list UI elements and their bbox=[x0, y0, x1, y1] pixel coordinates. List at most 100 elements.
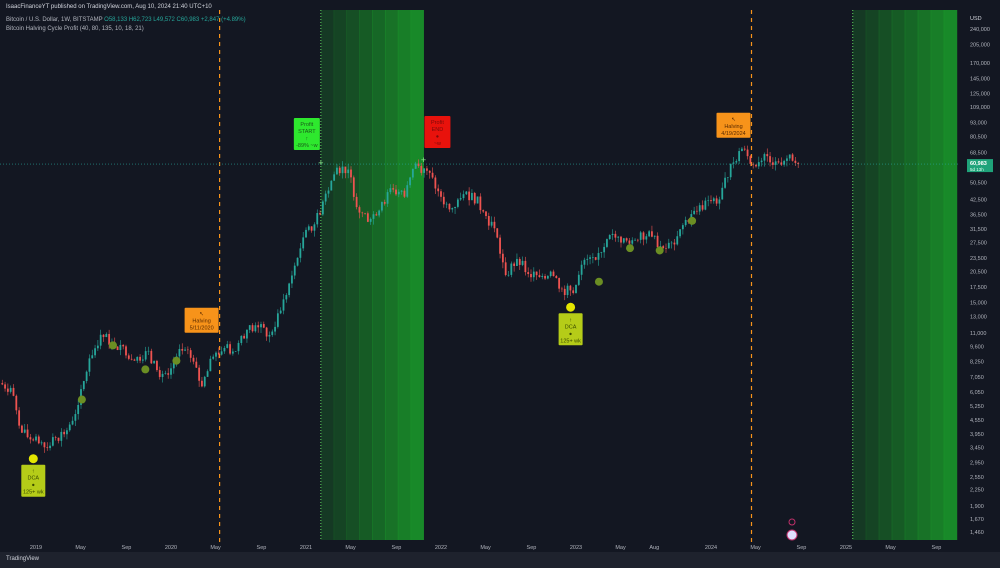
candle-body bbox=[420, 165, 423, 173]
candle-body bbox=[336, 167, 338, 175]
price-tick-label: 109,000 bbox=[970, 105, 990, 111]
symbol-name: Bitcoin / U.S. Dollar, 1W, BITSTAMP bbox=[6, 17, 103, 23]
price-tick-label: 240,000 bbox=[970, 27, 990, 33]
candle-body bbox=[43, 442, 46, 448]
candle-body bbox=[18, 410, 21, 426]
dca-dot bbox=[172, 356, 181, 365]
candle-body bbox=[265, 327, 268, 337]
indicator-legend[interactable]: Bitcoin Halving Cycle Profit (40, 80, 13… bbox=[6, 26, 144, 32]
candle-body bbox=[684, 219, 687, 226]
candle-body bbox=[521, 260, 524, 265]
candle-body bbox=[718, 199, 721, 204]
candle-body bbox=[307, 226, 310, 230]
candle-body bbox=[198, 367, 201, 381]
candle-body bbox=[156, 360, 158, 371]
price-tick-label: 3,950 bbox=[970, 432, 984, 438]
price-tick-label: 145,000 bbox=[970, 77, 990, 83]
price-tick-label: 3,450 bbox=[970, 445, 984, 451]
candle-body bbox=[665, 248, 667, 249]
profit-start-label-bg bbox=[293, 118, 320, 150]
profit-zone-band bbox=[852, 10, 867, 540]
candle-body bbox=[631, 240, 634, 244]
candle-body bbox=[49, 445, 51, 449]
candle-body bbox=[729, 163, 732, 178]
candle-body bbox=[504, 262, 507, 276]
profit-zones bbox=[320, 10, 958, 540]
candle-body bbox=[434, 177, 437, 189]
profit-zone-band bbox=[372, 10, 386, 540]
price-tick-label: 2,550 bbox=[970, 475, 984, 481]
candle-body bbox=[636, 239, 639, 241]
candle-body bbox=[288, 283, 291, 296]
price-tick-label: 17,500 bbox=[970, 285, 987, 291]
candle-body bbox=[383, 202, 386, 204]
candle-body bbox=[524, 260, 527, 273]
candle-body bbox=[642, 232, 645, 240]
candle-body bbox=[710, 200, 712, 202]
candle-body bbox=[231, 351, 234, 354]
currency-label: USD bbox=[970, 16, 982, 22]
candle-body bbox=[37, 436, 40, 444]
candle-body bbox=[122, 344, 125, 347]
bar-countdown: 5d 13h bbox=[970, 167, 984, 172]
profit-zone-band bbox=[943, 10, 958, 540]
candle-body bbox=[414, 163, 417, 169]
price-tick-label: 68,500 bbox=[970, 151, 987, 157]
grid bbox=[219, 10, 753, 545]
candle-body bbox=[653, 235, 656, 237]
candle-body bbox=[760, 160, 763, 163]
price-tick-label: 170,000 bbox=[970, 61, 990, 67]
candle-body bbox=[310, 226, 313, 231]
time-tick-label: Sep bbox=[932, 545, 942, 551]
profit-start-label-text: Profit bbox=[300, 122, 313, 128]
tradingview-brand[interactable]: TradingView bbox=[6, 556, 40, 562]
candle-body bbox=[327, 190, 330, 194]
candle-body bbox=[465, 191, 468, 195]
candle-body bbox=[541, 276, 544, 278]
candle-body bbox=[403, 190, 406, 197]
time-tick-label: May bbox=[210, 545, 221, 551]
candle-body bbox=[172, 362, 175, 369]
candle-body bbox=[766, 154, 769, 157]
candle-body bbox=[572, 290, 575, 293]
price-axis[interactable]: USD 240,000 205,000 170,000 145,000 125,000 10… bbox=[963, 0, 1000, 552]
candle-body bbox=[639, 232, 642, 240]
candle-body bbox=[260, 324, 262, 328]
dca-label-bg bbox=[21, 464, 46, 497]
price-tick-label: 7,050 bbox=[970, 375, 984, 381]
candle-body bbox=[68, 424, 71, 431]
candle-body bbox=[276, 313, 279, 327]
candle-body bbox=[23, 429, 26, 433]
time-tick-label: 2023 bbox=[570, 545, 582, 551]
candle-body bbox=[738, 151, 741, 162]
time-axis[interactable]: 2019 May Sep 2020 May Sep 2021 May Sep 2022 May Sep… bbox=[30, 545, 941, 551]
candle-body bbox=[144, 351, 147, 360]
candle-body bbox=[603, 246, 606, 253]
candle-body bbox=[305, 229, 307, 238]
candle-body bbox=[130, 358, 133, 360]
candle-body bbox=[372, 214, 375, 219]
time-tick-label: May bbox=[345, 545, 356, 551]
candle-body bbox=[6, 388, 9, 392]
candle-body bbox=[268, 334, 271, 337]
candle-body bbox=[516, 258, 518, 266]
profit-zone-band bbox=[930, 10, 945, 540]
candle-body bbox=[74, 414, 77, 421]
candle-body bbox=[105, 333, 108, 338]
candle-body bbox=[94, 348, 96, 356]
candle-body bbox=[530, 274, 532, 278]
candle-body bbox=[392, 188, 395, 190]
candle-body bbox=[147, 350, 150, 352]
candle-body bbox=[741, 148, 743, 152]
candle-body bbox=[707, 200, 710, 201]
price-tick-label: 20,500 bbox=[970, 270, 987, 276]
profit-start-marker: + bbox=[318, 158, 323, 168]
candle-body bbox=[749, 156, 752, 164]
price-tick-label: 36,500 bbox=[970, 213, 987, 219]
candle-body bbox=[600, 252, 603, 254]
profit-start-label-text: ↑ bbox=[305, 136, 308, 142]
candle-body bbox=[125, 346, 127, 356]
